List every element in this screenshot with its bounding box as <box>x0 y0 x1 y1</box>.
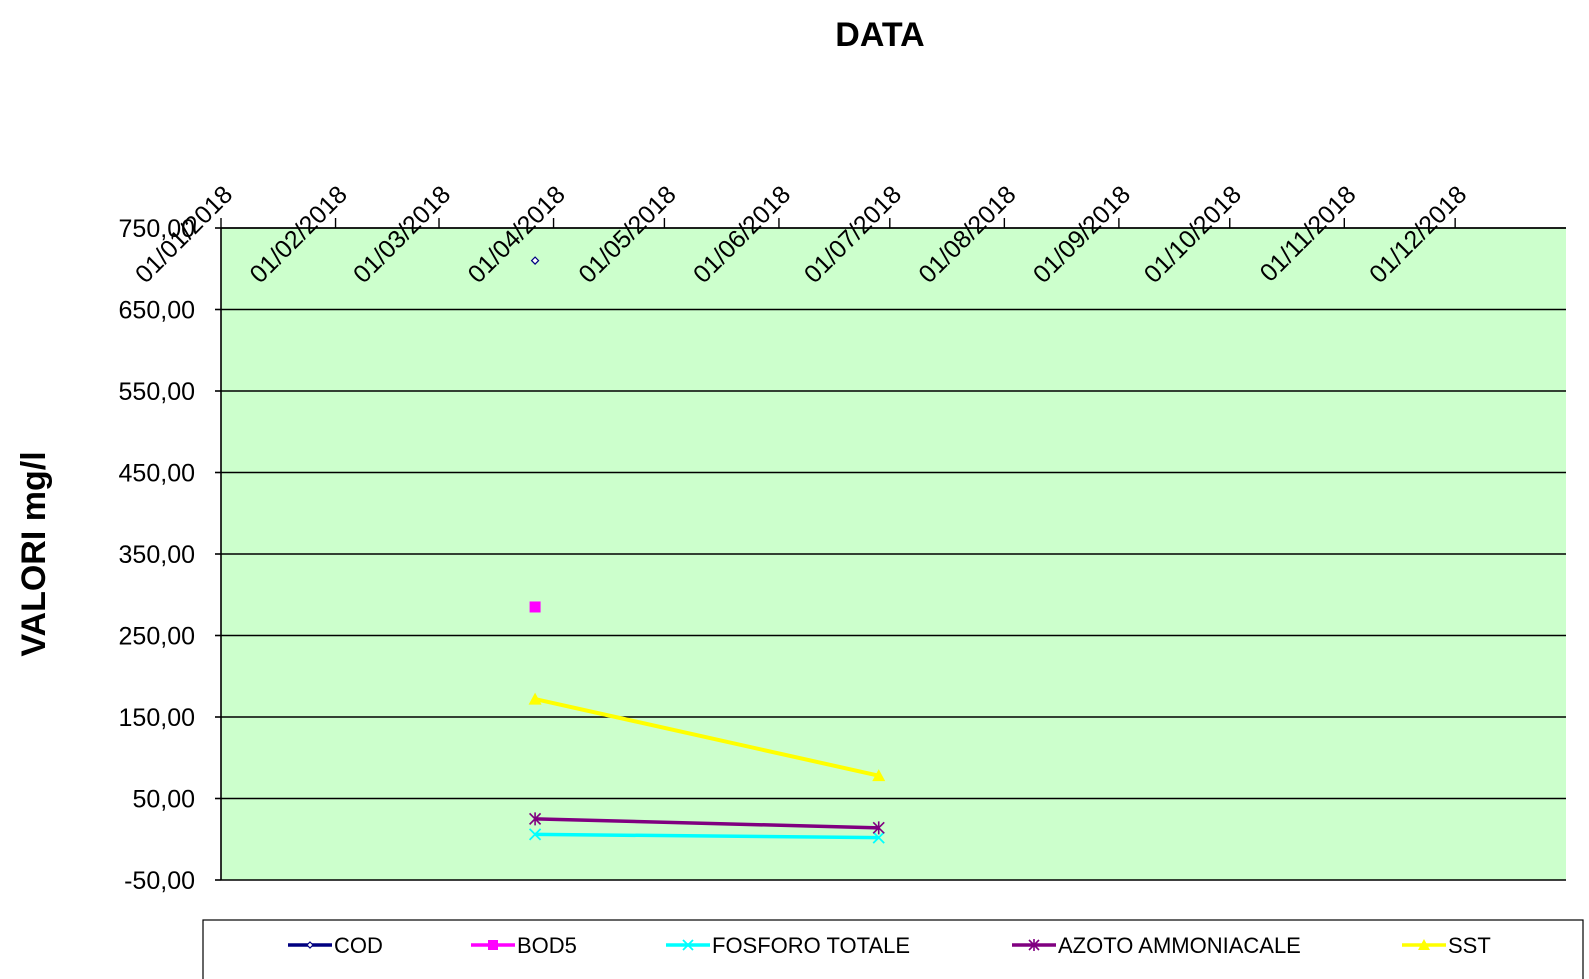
legend-item: FOSFORO TOTALE <box>666 933 910 958</box>
data-point <box>872 831 885 844</box>
legend-item: AZOTO AMMONIACALE <box>1012 933 1301 958</box>
data-point <box>529 812 542 826</box>
series-fosforo-totale <box>528 828 885 844</box>
legend-item: COD <box>288 933 383 958</box>
data-point <box>872 769 886 782</box>
y-axis-ticks: 750,00 650,00 550,00 450,00 350,00 250,00 150,… <box>119 215 221 895</box>
y-tick-label: 750,00 <box>119 215 195 243</box>
data-point <box>306 941 314 949</box>
series-cod <box>530 256 540 265</box>
y-tick-label: 550,00 <box>119 378 195 406</box>
legend: COD BOD5 FOSFORO TOTALE AZOTO AMMONIACALE SS… <box>288 933 1491 958</box>
data-point <box>528 828 542 841</box>
legend-label: BOD5 <box>517 933 577 958</box>
x-axis-title: DATA <box>835 16 924 54</box>
y-tick-label: 50,00 <box>132 786 195 814</box>
legend-item: BOD5 <box>471 933 577 958</box>
series-line <box>534 697 880 778</box>
y-tick-label: -50,00 <box>124 867 195 895</box>
legend-item: SST <box>1402 933 1491 958</box>
data-point <box>528 692 542 705</box>
legend-box <box>202 919 1584 979</box>
y-tick-label: 250,00 <box>119 623 195 651</box>
series-layer <box>528 256 886 844</box>
legend-label: COD <box>334 933 383 958</box>
y-axis-title: VALORI mg/l <box>15 451 53 656</box>
legend-label: SST <box>1448 933 1491 958</box>
y-tick-label: 150,00 <box>119 704 195 732</box>
series-line <box>535 832 879 840</box>
data-point <box>872 821 885 835</box>
data-point <box>488 940 498 950</box>
y-tick-label: 450,00 <box>119 460 195 488</box>
data-point <box>682 939 694 951</box>
legend-label: FOSFORO TOTALE <box>712 933 910 958</box>
series-bod5 <box>529 601 541 613</box>
y-tick-label: 650,00 <box>119 297 195 325</box>
data-point <box>1028 939 1040 951</box>
series-azoto-ammoniacale <box>529 812 885 835</box>
data-point <box>1418 939 1430 950</box>
legend-label: AZOTO AMMONIACALE <box>1058 933 1301 958</box>
data-point <box>530 256 540 265</box>
series-line <box>535 817 879 830</box>
data-point <box>529 601 541 613</box>
y-tick-label: 350,00 <box>119 541 195 569</box>
series-sst <box>528 692 886 782</box>
